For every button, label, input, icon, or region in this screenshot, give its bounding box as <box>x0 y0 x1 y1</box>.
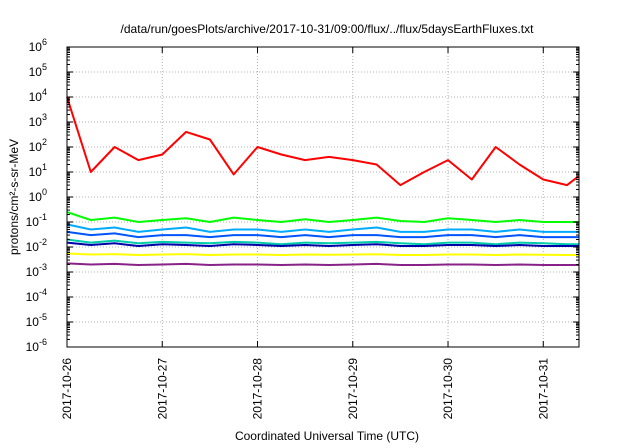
y-axis-ticks: 10-6 10-5 10-4 10-3 10-2 10-1 100 101 102 103 104 1… <box>26 37 579 354</box>
y-tick-label: 100 <box>29 187 47 204</box>
x-tick-label: 2017-10-26 <box>60 358 74 420</box>
x-tick-label: 2017-10-27 <box>155 358 169 420</box>
y-tick-label: 10-6 <box>26 337 47 354</box>
y-tick-label: 10-5 <box>26 312 47 329</box>
series-line-4 <box>66 230 579 239</box>
x-tick-label: 2017-10-28 <box>251 358 265 420</box>
grid-lines <box>67 47 579 347</box>
series-line-1 <box>66 96 580 187</box>
y-tick-label: 103 <box>29 112 47 129</box>
chart-title: /data/run/goesPlots/archive/2017-10-31/0… <box>121 22 535 36</box>
y-tick-label: 10-3 <box>26 262 47 279</box>
y-tick-label: 106 <box>29 37 47 54</box>
y-tick-label: 10-4 <box>26 287 47 304</box>
y-tick-label: 104 <box>29 87 47 104</box>
y-axis-label: protons/cm²-s-sr-MeV <box>7 139 21 255</box>
series-lines <box>66 96 580 266</box>
x-tick-label: 2017-10-30 <box>441 358 455 420</box>
series-line-3 <box>66 223 579 233</box>
y-tick-label: 101 <box>29 162 47 179</box>
series-line-6 <box>66 241 579 247</box>
series-line-7 <box>66 252 579 256</box>
y-tick-label: 10-1 <box>26 212 47 229</box>
x-tick-label: 2017-10-29 <box>346 358 360 420</box>
y-tick-label: 10-2 <box>26 237 47 254</box>
series-line-8 <box>66 262 579 266</box>
y-tick-label: 105 <box>29 62 47 79</box>
x-axis-ticks: 2017-10-26 2017-10-27 2017-10-28 2017-10-29… <box>60 47 550 419</box>
y-tick-label: 102 <box>29 137 47 154</box>
x-tick-label: 2017-10-31 <box>536 358 550 420</box>
series-line-2 <box>66 211 579 223</box>
series-line-5 <box>66 238 579 246</box>
x-axis-label: Coordinated Universal Time (UTC) <box>235 429 419 443</box>
